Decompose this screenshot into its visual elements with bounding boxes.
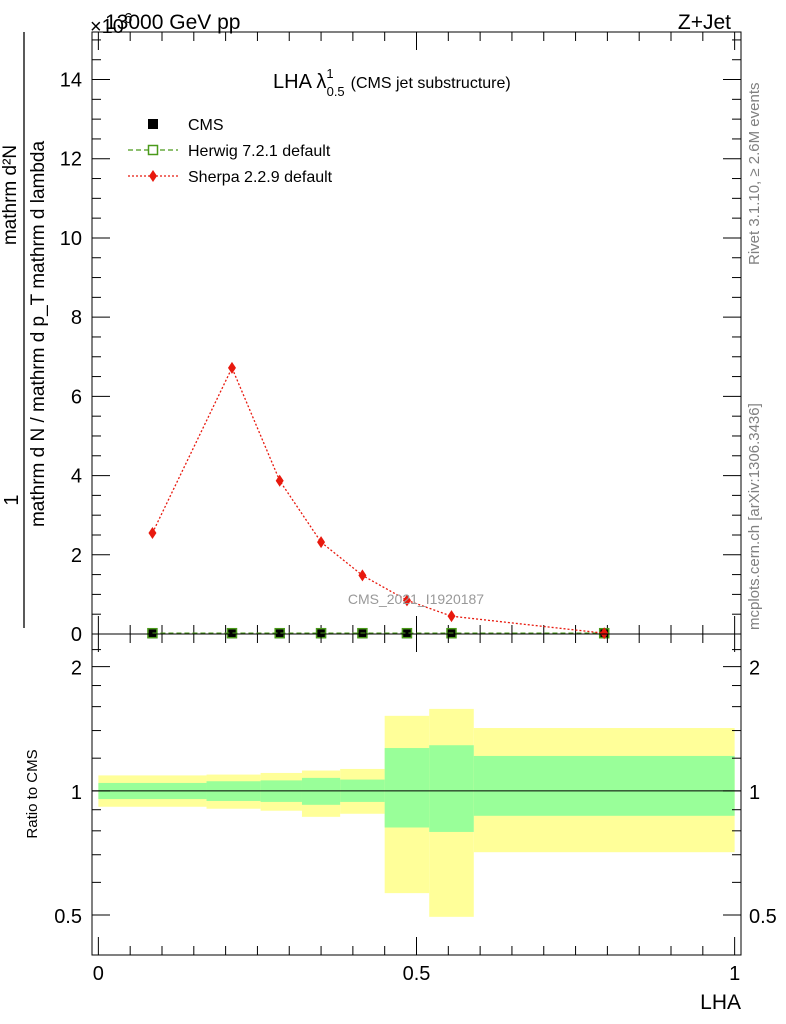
legend-marker-herwig [147,144,159,156]
legend-marker-cms [148,119,158,129]
ratio-band-inner [473,755,735,816]
ratio-panel: 0.5 0.5 1 1 2 2 0 0.5 1 [54,633,777,985]
title-suffix: (CMS jet substructure) [351,75,511,92]
main-ytick-label: 6 [71,386,82,408]
legend-label: CMS [188,117,224,134]
sherpa-point [317,536,326,549]
herwig-point [274,627,285,639]
herwig-point [357,627,368,639]
plot-title: LHA λ1 0.5 (CMS jet substructure) [273,66,511,99]
main-ytick-label: 8 [71,307,82,329]
herwig-point [401,627,413,639]
sherpa-point [227,361,236,374]
main-ytick-label: 4 [71,466,82,488]
sherpa-point [148,527,157,540]
ratio-ytick-label: 1 [71,782,82,804]
main-ytick-label: 10 [60,228,82,250]
ratio-ytick-label-right: 0.5 [749,906,777,928]
ratio-band-inner [301,777,341,805]
exponent-base: ×10 [90,16,124,38]
ylabel-denominator: mathrm d N / mathrm d p_T mathrm d lambd… [28,141,49,528]
watermark: CMS_2021_I1920187 [348,591,484,607]
main-ytick-label: 12 [60,149,82,171]
ylabel-numerator: 1 [1,494,23,505]
herwig-point [226,627,238,639]
ratio-band-inner [384,748,430,828]
mcplots-label: mcplots.cern.ch [arXiv:1306.3436] [746,403,763,630]
ratio-ytick-label: 0.5 [54,906,82,928]
ratio-ytick-label-right: 2 [749,658,760,680]
cms-point [226,628,237,639]
main-ylabel: 1 mathrm d N / mathrm d p_T mathrm d lam… [0,32,49,628]
process-label: Z+Jet [678,11,731,34]
legend-label: Herwig 7.2.1 default [188,143,331,160]
main-ytick-label: 2 [71,545,82,567]
ratio-xlabel: LHA [700,991,741,1014]
ylabel-fraction-top: mathrm d²N [0,145,21,245]
legend-marker-sherpa [149,170,157,182]
ratio-xtick-label: 0 [93,963,104,985]
sherpa-point [402,594,411,607]
ratio-band-inner [429,745,474,832]
herwig-point [446,627,457,639]
main-ytick-label: 0 [71,624,82,646]
ratio-xtick-label: 1 [729,963,740,985]
title-sub: 0.5 [327,84,345,99]
ratio-xtick-label: 0.5 [403,963,431,985]
exponent-power: 6 [124,10,132,27]
energy-label: 13000 GeV pp [105,11,240,34]
main-ytick-label: 14 [60,70,82,92]
legend-label: Sherpa 2.2.9 default [188,169,333,186]
main-panel: 0 2 4 6 8 10 12 14 CMS Herwig 7.2.1 default Sherpa… [60,31,742,646]
sherpa-point [358,569,367,582]
ratio-ytick-label: 2 [71,658,82,680]
ratio-ylabel: Ratio to CMS [24,749,41,838]
ratio-ytick-label-right: 1 [749,782,760,804]
title-main: LHA λ [273,71,326,93]
sherpa-point [275,474,284,487]
title-sup: 1 [326,66,333,81]
cms-point [274,628,285,639]
cms-point [401,628,412,639]
sherpa-point [600,627,609,640]
herwig-point [147,627,158,639]
sherpa-point [447,610,456,623]
rivet-label: Rivet 3.1.10, ≥ 2.6M events [746,83,763,266]
